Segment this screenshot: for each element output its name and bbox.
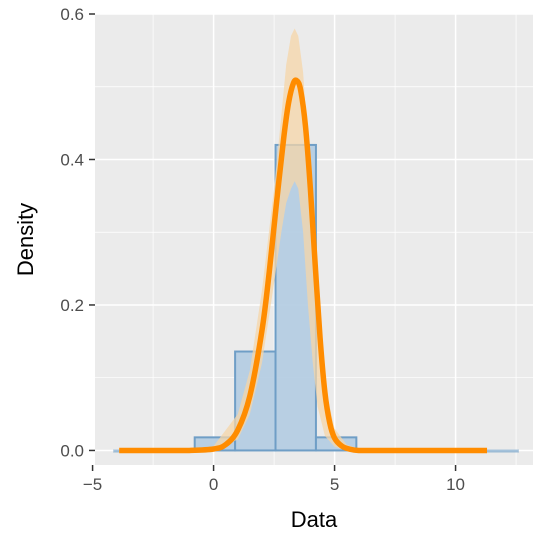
x-axis-title: Data	[291, 507, 338, 532]
y-tick-label: 0.6	[60, 5, 84, 24]
density-curve	[119, 77, 488, 454]
x-axis: −5 0 5 10	[83, 465, 465, 494]
y-tick-label: 0.0	[60, 441, 84, 460]
y-axis: 0.0 0.2 0.4 0.6	[60, 5, 95, 460]
x-tick-label: 0	[209, 475, 218, 494]
x-tick-label: −5	[83, 475, 102, 494]
y-axis-title: Density	[13, 203, 38, 276]
y-tick-label: 0.4	[60, 150, 84, 169]
x-tick-label: 10	[446, 475, 465, 494]
y-tick-label: 0.2	[60, 296, 84, 315]
x-tick-label: 5	[330, 475, 339, 494]
